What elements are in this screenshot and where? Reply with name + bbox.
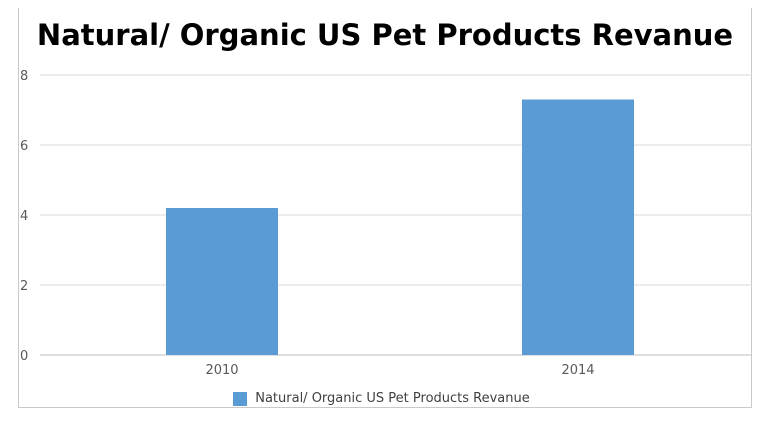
- chart-title: Natural/ Organic US Pet Products Revanue: [36, 18, 734, 52]
- legend: Natural/ Organic US Pet Products Revanue: [0, 391, 763, 406]
- chart-frame: [18, 8, 752, 408]
- y-tick-label: 2: [20, 279, 28, 294]
- x-axis-ticks: 2010 2014: [205, 363, 594, 378]
- bars: [166, 99, 634, 355]
- y-tick-label: 4: [20, 209, 28, 224]
- y-tick-label: 6: [20, 139, 28, 154]
- bar-2014: [522, 99, 634, 355]
- y-axis-ticks: 0 2 4 6 8: [20, 69, 28, 364]
- bar-2010: [166, 208, 278, 355]
- y-tick-label: 0: [20, 349, 28, 364]
- legend-swatch: [233, 391, 248, 406]
- gridlines: [40, 74, 752, 356]
- legend-label: Natural/ Organic US Pet Products Revanue: [255, 391, 530, 406]
- x-tick-label: 2014: [561, 363, 594, 378]
- x-tick-label: 2010: [205, 363, 238, 378]
- y-tick-label: 8: [20, 69, 28, 84]
